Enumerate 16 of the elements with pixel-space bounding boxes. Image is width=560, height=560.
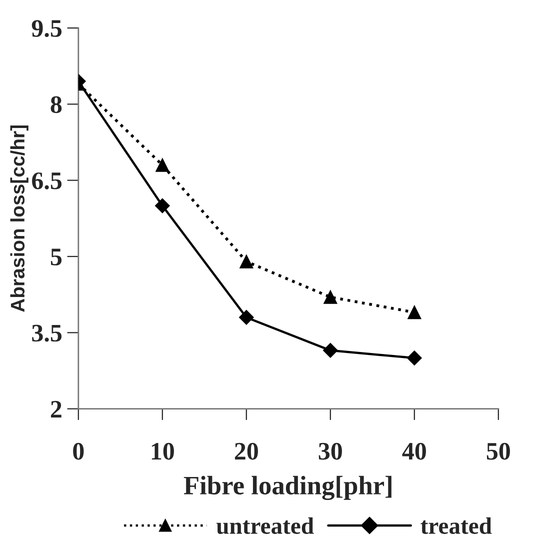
x-tick-label: 0	[73, 442, 84, 460]
y-tick-label: 5	[50, 248, 62, 266]
x-tick-label: 10	[152, 442, 174, 460]
y-axis-title: Abrasion loss[cc/hr]	[10, 125, 28, 312]
x-tick-label: 30	[318, 442, 342, 460]
x-tick-label: 50	[486, 442, 510, 460]
x-axis-title: Fibre loading[phr]	[184, 476, 392, 500]
y-tick-label: 2	[50, 400, 62, 418]
y-tick-label: 3.5	[32, 324, 62, 342]
x-tick-label: 40	[402, 442, 426, 460]
legend-label: untreated	[216, 517, 314, 534]
x-tick-label: 20	[234, 442, 258, 460]
y-tick-label: 8	[50, 96, 62, 114]
legend-label: treated	[420, 517, 492, 534]
y-tick-label: 9.5	[32, 20, 62, 38]
y-tick-label: 6.5	[32, 172, 62, 190]
